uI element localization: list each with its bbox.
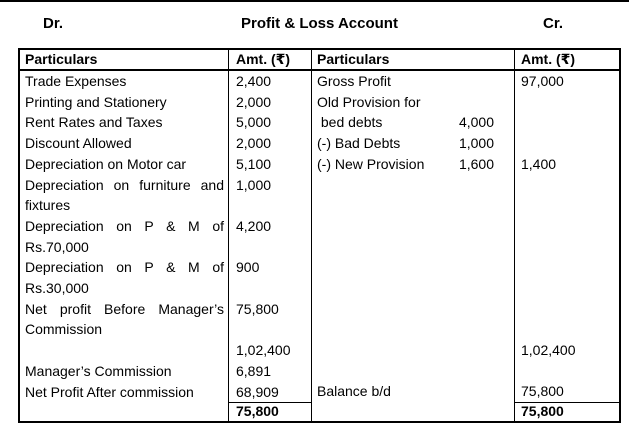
amount-cell: 1,000 <box>236 176 272 193</box>
particulars-label: (-) New Provision <box>317 155 425 172</box>
total-amount-debit: 75,800 <box>229 402 312 422</box>
amount-cell: 2,400 <box>236 73 272 89</box>
amount-cell: 900 <box>236 259 260 276</box>
particulars-cell <box>312 360 515 382</box>
particulars-cell: (-) Bad Debts 1,000 <box>312 133 515 154</box>
particulars-cell: Rent Rates and Taxes <box>20 112 229 134</box>
table-row: Net profit Before Manager’s Commission 7… <box>20 298 311 341</box>
amount-cell <box>515 175 619 341</box>
amount-cell <box>515 112 619 133</box>
credit-side: Gross Profit 97,000 Old Provision for be… <box>312 71 619 403</box>
empty-rows-spacer <box>312 174 619 341</box>
amount-cell <box>515 133 619 154</box>
particulars-cell: Depreciation on Motor car <box>20 153 229 175</box>
total-particulars-debit <box>20 402 229 422</box>
amount-cell: 1,400 <box>521 155 557 172</box>
table-row: Rent Rates and Taxes 5,000 <box>20 112 311 134</box>
particulars-cell: Trade Expenses <box>20 71 229 92</box>
col-header-particulars-debit: Particulars <box>20 50 229 69</box>
table-row: Net Profit After commission 68,909 <box>20 381 311 403</box>
col-header-particulars-credit: Particulars <box>312 50 515 69</box>
total-amount-credit: 75,800 <box>515 402 619 421</box>
total-particulars-credit <box>312 402 515 422</box>
col-header-amount-debit: Amt. (₹) <box>229 50 312 69</box>
amount-cell: 1,02,400 <box>236 342 291 359</box>
table-row: Old Provision for <box>312 91 619 113</box>
inner-amount: 1,000 <box>458 135 494 152</box>
inner-amount: 4,000 <box>458 114 494 131</box>
particulars-cell: Depreciation on P & M of Rs.30,000 <box>20 257 229 299</box>
particulars-label: (-) Bad Debts <box>317 135 401 152</box>
table-total-row: 75,800 75,800 <box>20 402 619 422</box>
amount-cell: 75,800 <box>236 300 279 317</box>
particulars-cell <box>20 340 229 361</box>
table-row: 1,02,400 <box>312 340 619 361</box>
particulars-cell: Gross Profit <box>312 71 515 92</box>
amount-cell: 5,000 <box>236 114 272 131</box>
amount-cell: 6,891 <box>236 362 272 379</box>
particulars-cell: Depreciation on furniture and fixtures <box>20 174 229 216</box>
profit-loss-table: Particulars Amt. (₹) Particulars Amt. (₹… <box>18 48 621 424</box>
particulars-label: bed debts <box>317 114 383 131</box>
particulars-cell: Old Provision for <box>312 91 515 113</box>
particulars-cell: Depreciation on P & M of Rs.70,000 <box>20 215 229 258</box>
particulars-cell: (-) New Provision 1,600 <box>312 153 515 175</box>
table-row: Printing and Stationery 2,000 <box>20 91 311 113</box>
table-row: 1,02,400 <box>20 340 311 361</box>
table-row: Depreciation on Motor car 5,100 <box>20 153 311 175</box>
amount-cell: 97,000 <box>521 73 564 89</box>
particulars-cell: Printing and Stationery <box>20 91 229 113</box>
particulars-cell: Net Profit After commission <box>20 381 229 403</box>
table-row: Gross Profit 97,000 <box>312 71 619 92</box>
table-row: (-) New Provision 1,600 1,400 <box>312 153 619 175</box>
table-row: Depreciation on furniture and fixtures 1… <box>20 174 311 216</box>
inner-amount: 1,600 <box>458 155 494 172</box>
amount-cell: 4,200 <box>236 217 272 234</box>
table-row: Depreciation on P & M of Rs.70,000 4,200 <box>20 215 311 258</box>
particulars-cell <box>312 340 515 361</box>
table-row: Discount Allowed 2,000 <box>20 133 311 154</box>
amount-cell: 1,02,400 <box>521 342 576 359</box>
page-top-rule <box>0 0 629 2</box>
table-row: Manager’s Commission 6,891 <box>20 360 311 382</box>
amount-cell: 2,000 <box>236 93 272 110</box>
table-row: Trade Expenses 2,400 <box>20 71 311 92</box>
particulars-cell: Balance b/d <box>312 381 515 403</box>
amount-cell: 2,000 <box>236 135 272 152</box>
amount-cell: 68,909 <box>236 383 279 400</box>
cr-label: Cr. <box>543 15 564 32</box>
particulars-cell: bed debts 4,000 <box>312 112 515 134</box>
account-title: Profit & Loss Account <box>241 15 398 32</box>
col-header-amount-credit: Amt. (₹) <box>521 51 576 67</box>
table-header-row: Particulars Amt. (₹) Particulars Amt. (₹… <box>20 50 619 71</box>
table-row: (-) Bad Debts 1,000 <box>312 133 619 154</box>
dr-label: Dr. <box>43 15 64 32</box>
amount-cell: 75,800 <box>521 383 564 400</box>
account-header: Dr. Profit & Loss Account Cr. <box>18 13 621 35</box>
particulars-cell: Discount Allowed <box>20 133 229 154</box>
table-row <box>312 360 619 382</box>
table-body: Trade Expenses 2,400 Printing and Statio… <box>20 71 619 403</box>
table-row: Balance b/d 75,800 <box>312 381 619 403</box>
particulars-cell <box>312 174 515 341</box>
amount-cell <box>515 92 619 113</box>
particulars-cell: Net profit Before Manager’s Commission <box>20 298 229 341</box>
table-row: bed debts 4,000 <box>312 112 619 134</box>
debit-side: Trade Expenses 2,400 Printing and Statio… <box>20 71 312 403</box>
table-row: Depreciation on P & M of Rs.30,000 900 <box>20 257 311 299</box>
amount-cell <box>515 361 619 382</box>
amount-cell: 5,100 <box>236 155 272 172</box>
particulars-cell: Manager’s Commission <box>20 360 229 382</box>
